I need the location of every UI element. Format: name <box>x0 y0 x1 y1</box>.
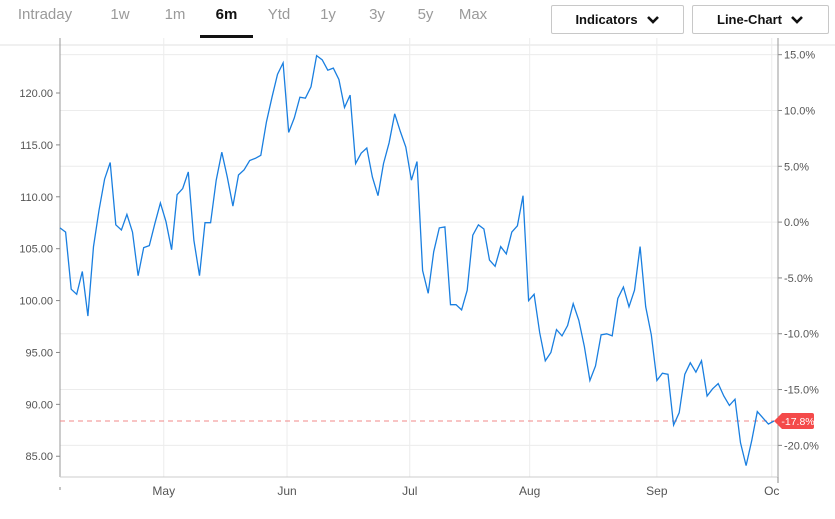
left-tick-label: 90.00 <box>25 399 53 411</box>
month-label: Jun <box>277 484 296 498</box>
right-tick-label: -20.0% <box>784 440 819 452</box>
range-tab-ytd[interactable]: Ytd <box>267 6 291 23</box>
range-tab-6m[interactable]: 6m <box>200 0 253 38</box>
range-tab-intraday[interactable]: Intraday <box>17 6 73 23</box>
indicators-label: Indicators <box>575 12 638 27</box>
range-tab-1y[interactable]: 1y <box>320 6 336 23</box>
right-tick-label: -15.0% <box>784 385 819 397</box>
month-label: Oc <box>764 484 779 498</box>
range-tab-3y[interactable]: 3y <box>369 6 385 23</box>
left-tick-label: 105.00 <box>19 244 53 256</box>
price-line <box>59 54 775 466</box>
right-tick-label: -10.0% <box>784 329 819 341</box>
range-tab-5y[interactable]: 5y <box>417 6 434 23</box>
chevron-down-icon <box>791 15 803 24</box>
right-tick-label: 5.0% <box>784 161 809 173</box>
month-label: Sep <box>646 484 668 498</box>
month-label: Jul <box>402 484 417 498</box>
right-tick-label: 10.0% <box>784 105 815 117</box>
range-tab-1m[interactable]: 1m <box>164 6 186 23</box>
right-tick-label: 0.0% <box>784 217 809 229</box>
last-value-label: -17.8% <box>781 416 814 428</box>
right-tick-label: -5.0% <box>784 273 813 285</box>
indicators-button[interactable]: Indicators <box>551 5 684 34</box>
left-tick-label: 85.00 <box>25 451 53 463</box>
left-tick-label: 100.00 <box>19 296 53 308</box>
left-tick-label: 120.00 <box>19 88 53 100</box>
month-label: May <box>152 484 175 498</box>
left-tick-label: 95.00 <box>25 347 53 359</box>
range-tab-max[interactable]: Max <box>458 6 488 23</box>
right-tick-label: 15.0% <box>784 50 815 62</box>
chart-type-label: Line-Chart <box>717 12 782 27</box>
range-tab-1w[interactable]: 1w <box>110 6 130 23</box>
left-tick-label: 110.00 <box>20 192 53 204</box>
last-value-badge <box>774 412 814 429</box>
month-label: Aug <box>519 484 540 498</box>
chevron-down-icon <box>646 15 659 24</box>
left-tick-label: 115.00 <box>20 140 53 152</box>
chart-type-button[interactable]: Line-Chart <box>692 5 829 34</box>
range-selector: Intraday 1w 1m 6m Ytd 1y 3y 5y Max <box>0 0 498 38</box>
